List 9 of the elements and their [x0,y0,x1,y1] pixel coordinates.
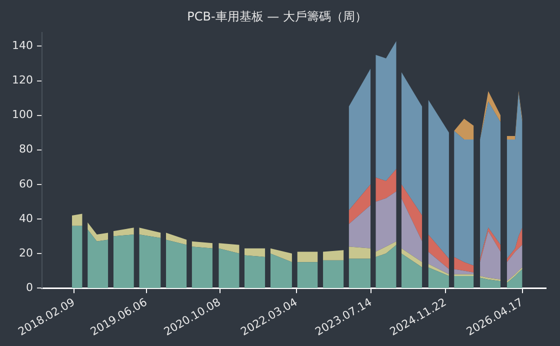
y-tick-label: 120 [12,74,33,87]
y-tick-label: 0 [26,280,33,294]
y-tick-label: 40 [18,212,33,225]
chart-title: PCB-車用基板 — 大戶籌碼（周） [187,9,367,24]
y-tick-label: 20 [18,246,33,260]
y-tick-label: 140 [12,39,33,52]
y-tick-label: 100 [12,108,33,122]
y-tick-label: 80 [18,142,33,156]
y-tick-label: 60 [18,177,33,190]
